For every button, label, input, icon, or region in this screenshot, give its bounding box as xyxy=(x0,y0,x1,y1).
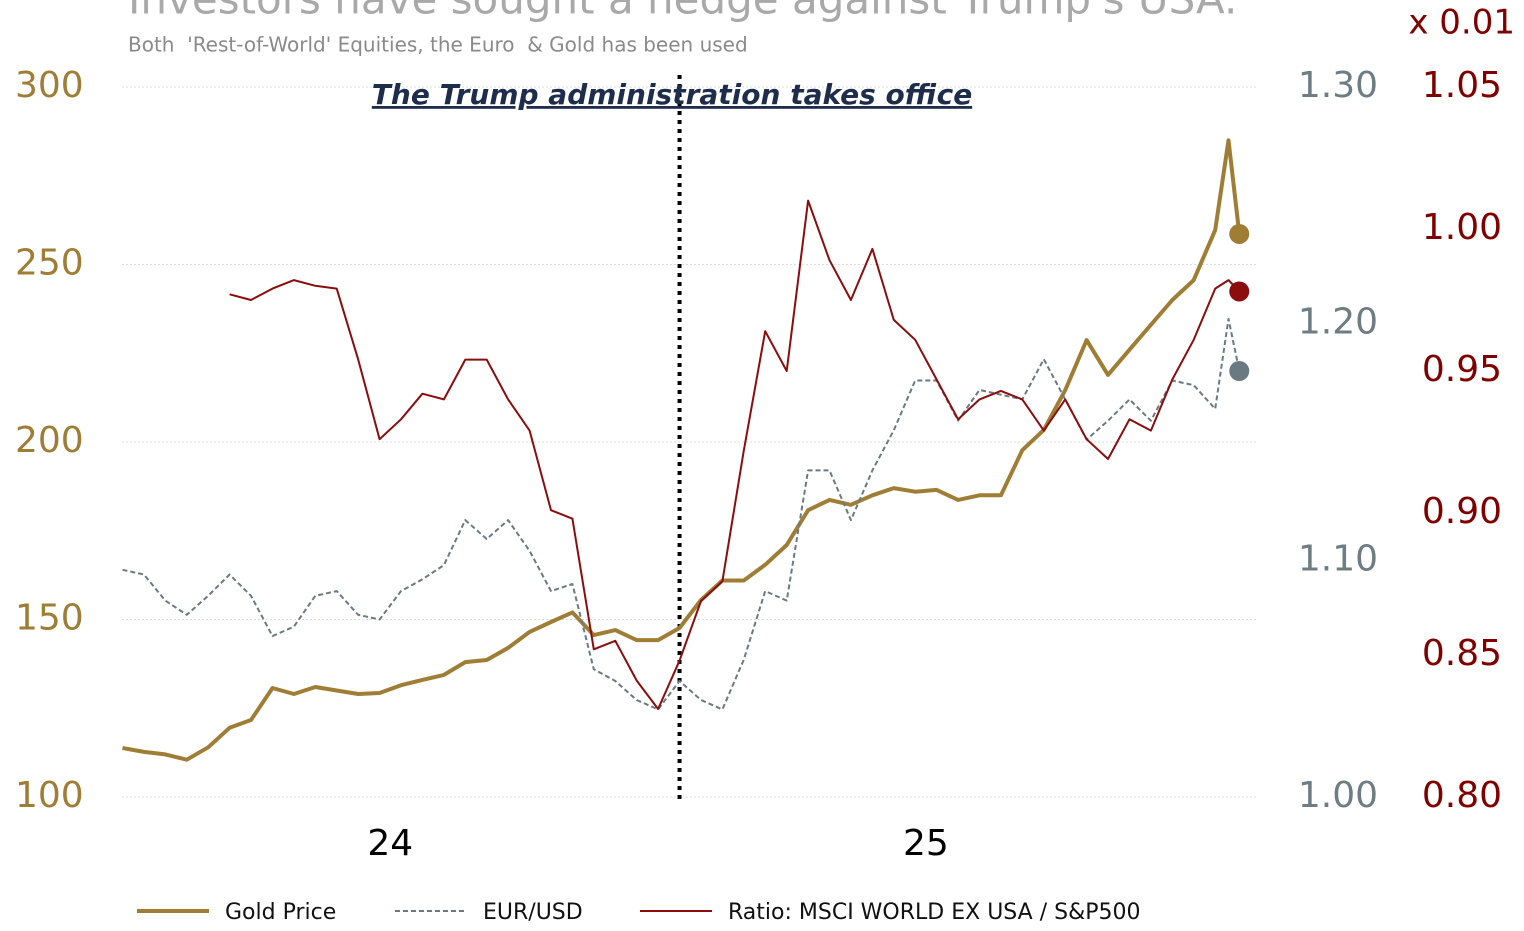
y3-tick-label: 0.95 xyxy=(1422,349,1502,390)
end-dot xyxy=(1229,281,1250,302)
y2-tick-label: 1.00 xyxy=(1298,775,1378,816)
legend-label: Ratio: MSCI WORLD EX USA / S&P500 xyxy=(728,900,1141,925)
legend-label: EUR/USD xyxy=(483,900,583,925)
series-line xyxy=(229,199,1241,710)
y3-tick-label: 0.80 xyxy=(1422,775,1502,816)
x-tick-label: 24 xyxy=(367,823,413,864)
x-tick-label: 25 xyxy=(903,823,949,864)
y3-tick-label: 1.00 xyxy=(1422,207,1502,248)
chart-subtitle: Both 'Rest-of-World' Equities, the Euro … xyxy=(128,33,748,57)
y2-tick-label: 1.10 xyxy=(1298,538,1378,579)
annotation-text: The Trump administration takes office xyxy=(372,78,972,111)
y3-tick-label: 1.05 xyxy=(1422,65,1502,106)
legend-label: Gold Price xyxy=(225,900,336,925)
y3-tick-label: 0.90 xyxy=(1422,491,1502,532)
y3-unit-label: x 0.01 xyxy=(1408,3,1515,43)
end-dot xyxy=(1229,223,1250,244)
y-tick-label: 150 xyxy=(15,598,84,639)
end-dot xyxy=(1229,361,1250,381)
chart-title: Investors have sought a hedge against Tr… xyxy=(128,0,1237,24)
y2-tick-label: 1.20 xyxy=(1298,302,1378,343)
y2-tick-label: 1.30 xyxy=(1298,65,1378,106)
y-tick-label: 100 xyxy=(15,775,84,816)
y3-tick-label: 0.85 xyxy=(1422,633,1502,674)
y-tick-label: 300 xyxy=(15,65,84,106)
y-tick-label: 250 xyxy=(15,243,84,284)
y-tick-label: 200 xyxy=(15,420,84,461)
series-line xyxy=(122,138,1242,762)
